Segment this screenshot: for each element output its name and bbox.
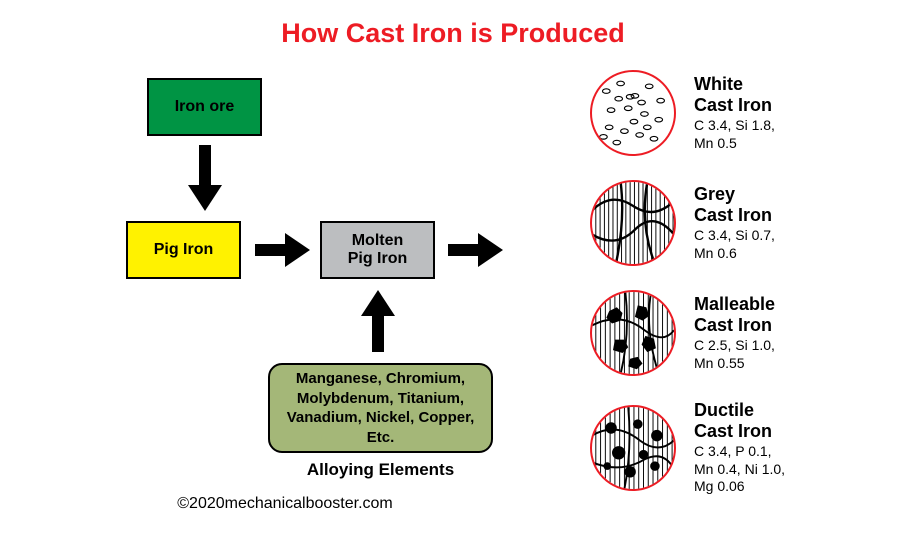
- arrow-right-2: [448, 233, 503, 267]
- box-iron-ore-label: Iron ore: [175, 98, 235, 116]
- box-alloy: Manganese, Chromium, Molybdenum, Titaniu…: [268, 363, 493, 453]
- arrow-right-1: [255, 233, 310, 267]
- box-alloy-label: Manganese, Chromium, Molybdenum, Titaniu…: [280, 369, 481, 447]
- iron-type-composition: C 2.5, Si 1.0, Mn 0.55: [694, 337, 854, 372]
- micrograph-circle: [590, 290, 676, 376]
- iron-type-name: Malleable Cast Iron: [694, 294, 854, 335]
- iron-type-text: Ductile Cast IronC 3.4, P 0.1, Mn 0.4, N…: [694, 400, 854, 496]
- iron-type-text: White Cast IronC 3.4, Si 1.8, Mn 0.5: [694, 74, 854, 152]
- alloy-caption: Alloying Elements: [268, 460, 493, 480]
- iron-type-composition: C 3.4, P 0.1, Mn 0.4, Ni 1.0, Mg 0.06: [694, 443, 854, 496]
- box-molten-label: Molten Pig Iron: [348, 232, 408, 269]
- iron-type-name: Grey Cast Iron: [694, 184, 854, 225]
- iron-type-text: Grey Cast IronC 3.4, Si 0.7, Mn 0.6: [694, 184, 854, 262]
- box-pig-iron: Pig Iron: [126, 221, 241, 279]
- box-pig-iron-label: Pig Iron: [154, 241, 214, 259]
- box-molten: Molten Pig Iron: [320, 221, 435, 279]
- arrow-down-1: [188, 145, 222, 211]
- arrow-up-1: [361, 290, 395, 352]
- box-iron-ore: Iron ore: [147, 78, 262, 136]
- iron-type-text: Malleable Cast IronC 2.5, Si 1.0, Mn 0.5…: [694, 294, 854, 372]
- iron-type-composition: C 3.4, Si 1.8, Mn 0.5: [694, 117, 854, 152]
- iron-type-row: Grey Cast IronC 3.4, Si 0.7, Mn 0.6: [590, 180, 854, 266]
- copyright: ©2020mechanicalbooster.com: [0, 495, 570, 513]
- micrograph-circle: [590, 70, 676, 156]
- page-title: How Cast Iron is Produced: [0, 18, 906, 49]
- micrograph-circle: [590, 405, 676, 491]
- iron-type-name: Ductile Cast Iron: [694, 400, 854, 441]
- iron-type-composition: C 3.4, Si 0.7, Mn 0.6: [694, 227, 854, 262]
- iron-type-row: Malleable Cast IronC 2.5, Si 1.0, Mn 0.5…: [590, 290, 854, 376]
- iron-type-row: Ductile Cast IronC 3.4, P 0.1, Mn 0.4, N…: [590, 400, 854, 496]
- iron-type-name: White Cast Iron: [694, 74, 854, 115]
- micrograph-circle: [590, 180, 676, 266]
- iron-type-row: White Cast IronC 3.4, Si 1.8, Mn 0.5: [590, 70, 854, 156]
